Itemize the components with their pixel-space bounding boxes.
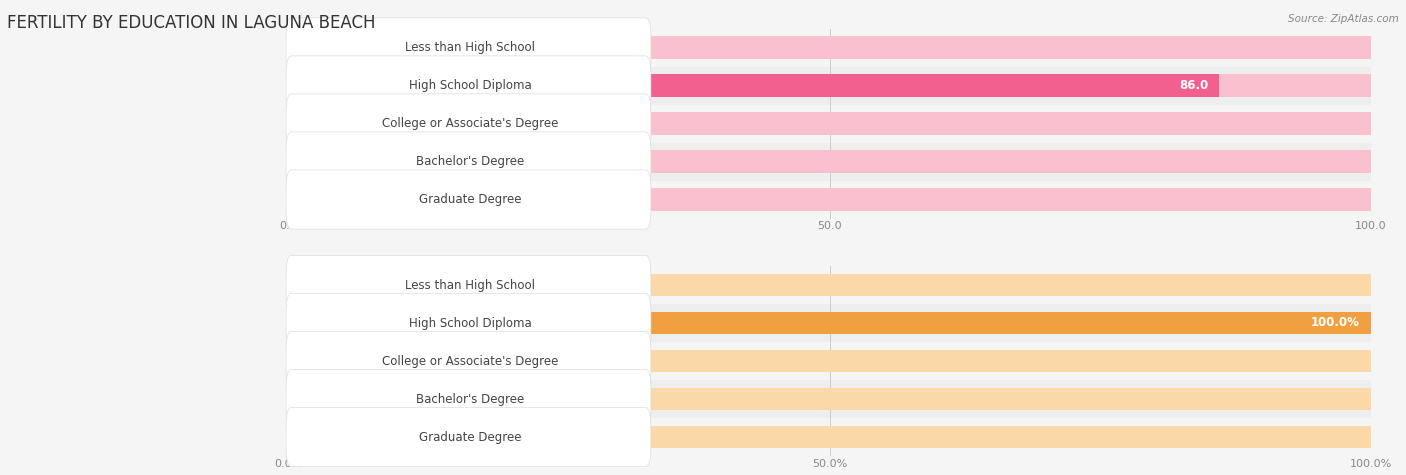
FancyBboxPatch shape <box>285 56 651 115</box>
Text: 0.0%: 0.0% <box>299 354 329 368</box>
Text: College or Associate's Degree: College or Associate's Degree <box>382 354 558 368</box>
Bar <box>288 274 1371 296</box>
Text: Graduate Degree: Graduate Degree <box>419 430 522 444</box>
Text: FERTILITY BY EDUCATION IN LAGUNA BEACH: FERTILITY BY EDUCATION IN LAGUNA BEACH <box>7 14 375 32</box>
Text: 0.0: 0.0 <box>299 117 318 130</box>
Bar <box>288 312 1371 334</box>
Bar <box>288 312 1371 334</box>
Text: Less than High School: Less than High School <box>405 278 536 292</box>
Text: 0.0: 0.0 <box>299 155 318 168</box>
Bar <box>288 426 1371 448</box>
Bar <box>288 380 1371 418</box>
Bar <box>288 37 1371 58</box>
FancyBboxPatch shape <box>285 170 651 229</box>
Bar <box>288 151 1371 172</box>
Bar <box>288 266 1371 304</box>
Bar <box>288 350 1371 372</box>
Bar <box>288 189 1371 210</box>
FancyBboxPatch shape <box>285 256 651 314</box>
Bar <box>288 75 1219 96</box>
Text: 0.0: 0.0 <box>299 193 318 206</box>
Text: College or Associate's Degree: College or Associate's Degree <box>382 117 558 130</box>
Text: 0.0%: 0.0% <box>299 392 329 406</box>
Text: 100.0%: 100.0% <box>1312 316 1360 330</box>
Bar <box>288 104 1371 142</box>
Text: High School Diploma: High School Diploma <box>409 79 531 92</box>
FancyBboxPatch shape <box>285 18 651 77</box>
Text: Graduate Degree: Graduate Degree <box>419 193 522 206</box>
FancyBboxPatch shape <box>285 332 651 390</box>
Bar <box>288 28 1371 66</box>
Text: High School Diploma: High School Diploma <box>409 316 531 330</box>
FancyBboxPatch shape <box>285 132 651 191</box>
Text: Bachelor's Degree: Bachelor's Degree <box>416 155 524 168</box>
Bar <box>288 418 1371 456</box>
Bar <box>288 142 1371 180</box>
Bar <box>288 388 1371 410</box>
FancyBboxPatch shape <box>285 294 651 352</box>
Text: Bachelor's Degree: Bachelor's Degree <box>416 392 524 406</box>
Bar <box>288 304 1371 342</box>
FancyBboxPatch shape <box>285 370 651 428</box>
Bar <box>288 342 1371 380</box>
Text: 0.0%: 0.0% <box>299 430 329 444</box>
Text: 86.0: 86.0 <box>1180 79 1209 92</box>
Text: Less than High School: Less than High School <box>405 41 536 54</box>
Bar <box>288 66 1371 104</box>
Text: Source: ZipAtlas.com: Source: ZipAtlas.com <box>1288 14 1399 24</box>
Bar <box>288 75 1371 96</box>
FancyBboxPatch shape <box>285 408 651 466</box>
Bar <box>288 113 1371 134</box>
FancyBboxPatch shape <box>285 94 651 153</box>
Bar <box>288 180 1371 218</box>
Text: 0.0%: 0.0% <box>299 278 329 292</box>
Text: 0.0: 0.0 <box>299 41 318 54</box>
